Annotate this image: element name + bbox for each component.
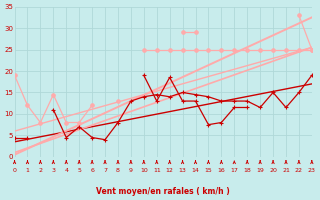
X-axis label: Vent moyen/en rafales ( km/h ): Vent moyen/en rafales ( km/h ) xyxy=(96,187,230,196)
